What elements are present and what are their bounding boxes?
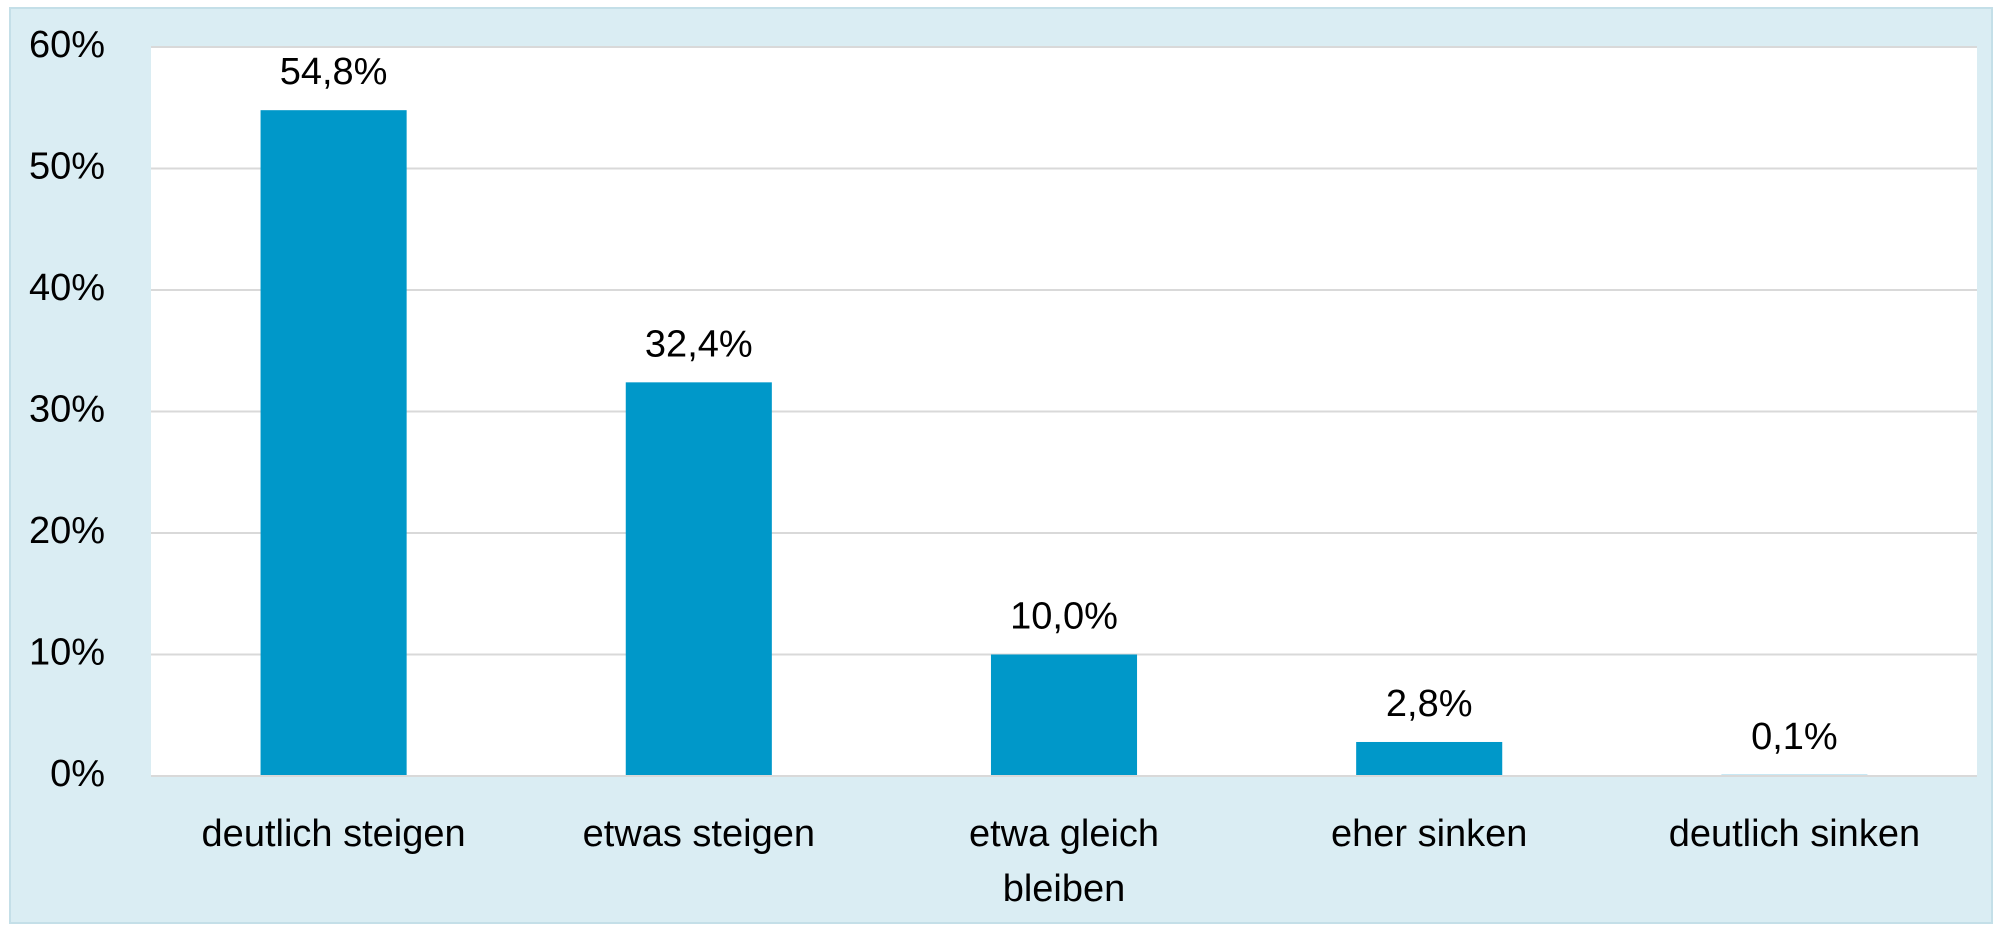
y-tick-label: 0%	[50, 753, 105, 795]
x-tick-label: eher sinken	[1331, 813, 1527, 855]
y-tick-label: 30%	[29, 389, 105, 431]
x-tick-label: deutlich sinken	[1669, 813, 1920, 855]
data-label: 10,0%	[1010, 596, 1118, 638]
data-label: 54,8%	[280, 51, 388, 93]
bar	[990, 654, 1138, 776]
y-tick-label: 20%	[29, 510, 105, 552]
x-tick-label: deutlich steigen	[202, 813, 466, 855]
y-tick-label: 10%	[29, 632, 105, 674]
bar	[260, 110, 407, 777]
y-tick-label: 40%	[29, 267, 105, 309]
y-tick-label: 60%	[29, 24, 105, 66]
x-tick-label: etwas steigen	[583, 813, 815, 855]
x-tick-label: etwa gleich bleiben	[969, 813, 1159, 910]
data-label: 2,8%	[1386, 683, 1473, 725]
bar	[1356, 741, 1503, 776]
data-label: 0,1%	[1751, 716, 1838, 758]
data-label: 32,4%	[645, 323, 753, 365]
y-tick-label: 50%	[29, 146, 105, 188]
bar	[625, 382, 772, 776]
